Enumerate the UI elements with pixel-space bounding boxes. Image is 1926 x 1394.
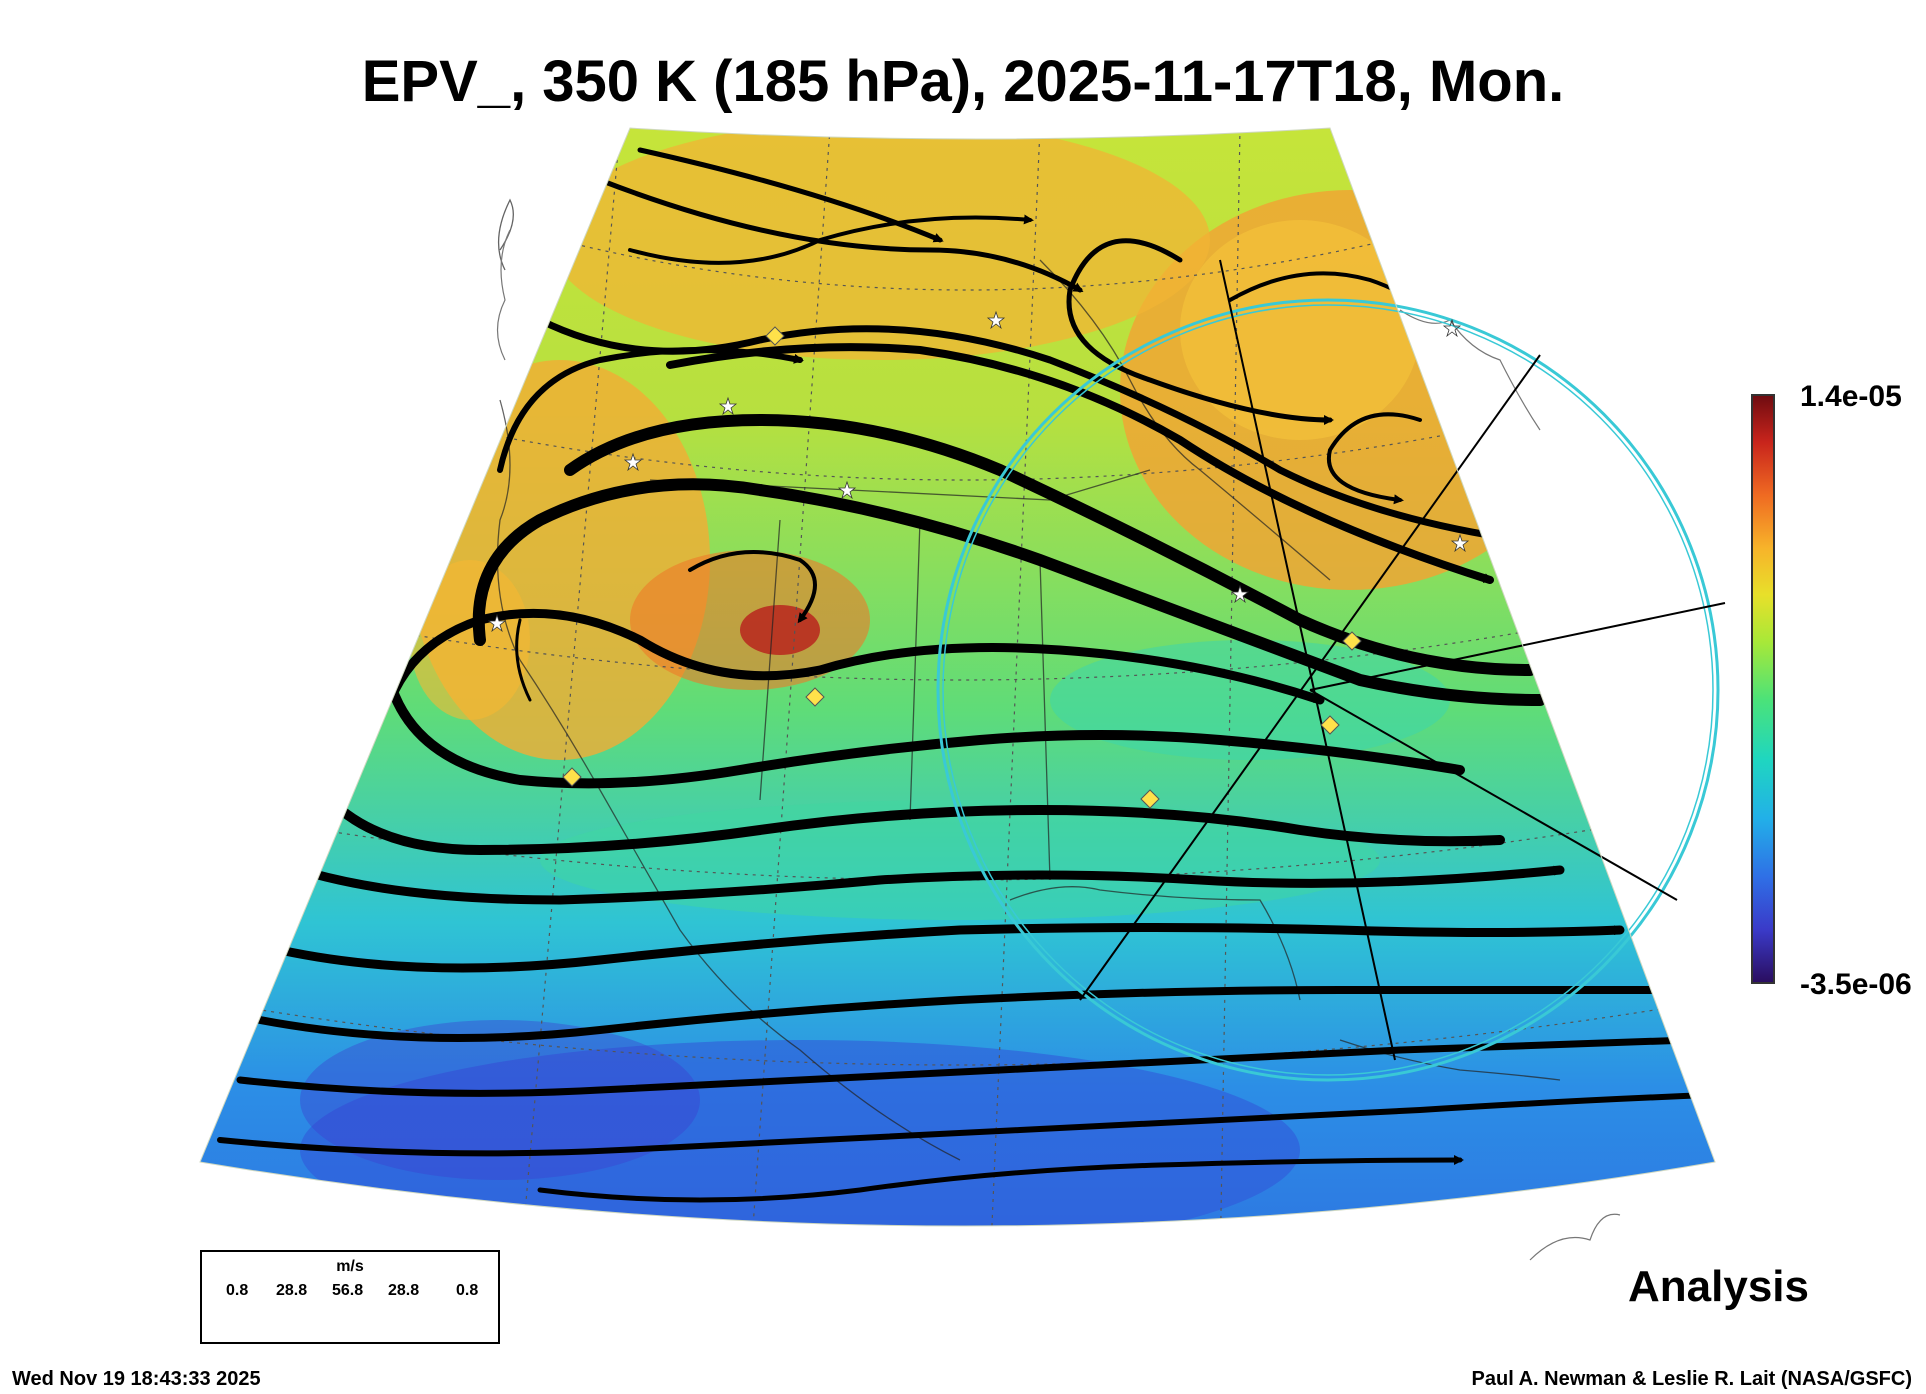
colorbar-min-label: -3.5e-06 [1800, 968, 1912, 1001]
star-marker-icon [487, 613, 507, 633]
diamond-marker-icon [1320, 715, 1340, 735]
timestamp: Wed Nov 19 18:43:33 2025 [12, 1368, 261, 1390]
sector-outline [199, 127, 1716, 1227]
diamond-marker-icon [805, 687, 825, 707]
diamond-markers [562, 326, 1362, 809]
diamond-marker-icon [1342, 631, 1362, 651]
star-marker-icon [1442, 318, 1462, 338]
star-marker-icon [1450, 533, 1470, 553]
legend-tick-4: 28.8 [388, 1282, 420, 1299]
legend-unit: m/s [336, 1258, 364, 1275]
analysis-label: Analysis [1628, 1262, 1809, 1311]
star-marker-icon [623, 452, 643, 472]
map-title: EPV_, 350 K (185 hPa), 2025-11-17T18, Mo… [361, 49, 1565, 114]
colorbar-max-label: 1.4e-05 [1800, 380, 1902, 413]
star-marker-icon [1230, 584, 1250, 604]
radial-lines [1079, 259, 1726, 1061]
wind-speed-legend: m/s 0.8 28.8 56.8 28.8 0.8 [200, 1250, 500, 1344]
credit: Paul A. Newman & Leslie R. Lait (NASA/GS… [1471, 1368, 1912, 1390]
legend-tick-3: 56.8 [332, 1282, 364, 1299]
diamond-marker-icon [765, 326, 785, 346]
diamond-marker-icon [562, 767, 582, 787]
colorbar [1751, 394, 1775, 984]
legend-tick-5: 0.8 [456, 1282, 479, 1299]
domain-circle [936, 298, 1720, 1082]
star-marker-icon [718, 396, 738, 416]
legend-tick-2: 28.8 [276, 1282, 308, 1299]
epv-field [200, 128, 1715, 1226]
outside-coastlines [496, 229, 1621, 1261]
diamond-marker-icon [1140, 789, 1160, 809]
star-marker-icon [986, 310, 1006, 330]
star-markers [487, 310, 1470, 633]
star-marker-icon [837, 480, 857, 500]
legend-tick-1: 0.8 [226, 1282, 249, 1299]
